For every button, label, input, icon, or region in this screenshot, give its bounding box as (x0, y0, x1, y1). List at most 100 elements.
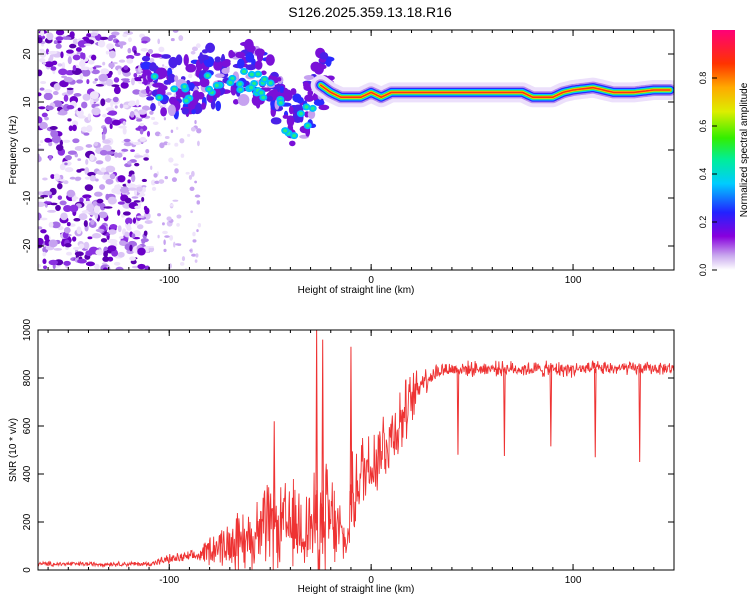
noise-blob (114, 105, 118, 109)
noise-blob (53, 83, 60, 89)
noise-blob (60, 51, 64, 59)
noise-blob (53, 90, 59, 96)
signal-blob (145, 86, 150, 94)
signal-blob (254, 60, 263, 70)
noise-blob (93, 205, 100, 214)
spectrogram-x-tick-label: 100 (565, 275, 582, 286)
signal-blob (289, 140, 296, 147)
signal-peak-core (207, 87, 212, 91)
signal-peak-core (256, 72, 261, 76)
noise-blob (45, 48, 50, 55)
signal-blob (167, 104, 176, 117)
noise-blob (74, 146, 84, 151)
noise-blob (102, 113, 107, 118)
noise-blob (176, 214, 182, 219)
noise-blob (78, 243, 85, 250)
noise-blob (162, 230, 168, 235)
signal-blob (185, 63, 197, 73)
noise-blob (84, 176, 91, 180)
noise-blob (127, 160, 132, 165)
noise-blob (83, 210, 89, 214)
noise-blob (90, 219, 95, 225)
noise-blob (105, 98, 112, 103)
noise-blob (41, 112, 48, 118)
noise-blob (169, 203, 174, 207)
noise-blob (100, 98, 106, 107)
signal-peak-core (182, 84, 187, 89)
signal-peak-core (259, 91, 264, 95)
noise-blob (137, 247, 146, 256)
noise-blob (164, 136, 170, 139)
noise-blob (99, 184, 106, 190)
noise-blob (101, 36, 109, 40)
noise-blob (57, 195, 63, 200)
noise-blob (117, 41, 127, 46)
signal-blob (265, 95, 274, 102)
noise-blob (128, 37, 132, 43)
snr-peak (321, 339, 324, 520)
noise-blob (185, 171, 190, 175)
noise-blob (136, 118, 143, 122)
signal-peak-core (261, 95, 266, 100)
noise-blob (131, 233, 136, 239)
noise-blob (79, 73, 84, 80)
noise-blob (115, 266, 124, 270)
signal-blob (313, 62, 325, 75)
signal-blob (213, 59, 223, 71)
noise-blob (117, 209, 121, 216)
snr-dip (456, 369, 460, 455)
noise-blob (44, 89, 53, 94)
noise-blob (188, 73, 193, 79)
noise-blob (194, 120, 197, 125)
noise-blob (48, 239, 58, 248)
noise-blob (134, 162, 140, 167)
noise-blob (141, 40, 148, 44)
noise-blob (96, 198, 104, 204)
signal-peak-core (305, 123, 310, 128)
noise-blob (46, 139, 54, 143)
noise-blob (76, 109, 84, 117)
noise-blob (42, 62, 47, 65)
noise-blob (149, 110, 154, 115)
noise-blob (53, 40, 58, 45)
noise-blob (164, 235, 170, 238)
signal-blob (197, 54, 210, 61)
snr-x-label: Height of straight line (km) (298, 584, 415, 595)
noise-blob (175, 126, 179, 130)
noise-blob (174, 142, 179, 147)
noise-blob (40, 30, 45, 37)
noise-blob (44, 116, 49, 121)
noise-blob (154, 180, 160, 184)
noise-blob (173, 241, 176, 248)
noise-blob (141, 196, 145, 202)
noise-blob (148, 245, 154, 248)
noise-blob (107, 196, 117, 205)
noise-blob (123, 138, 131, 143)
noise-blob (122, 33, 128, 38)
noise-blob (121, 213, 125, 218)
noise-blob (64, 162, 68, 166)
noise-blob (141, 178, 147, 183)
noise-blob (89, 98, 94, 106)
snr-x-tick-label: -100 (159, 575, 179, 586)
noise-blob (104, 116, 113, 125)
noise-blob (123, 142, 132, 147)
noise-blob (168, 157, 174, 163)
noise-blob (111, 119, 122, 126)
noise-blob (105, 50, 110, 55)
signal-blob (304, 96, 312, 102)
signal-blob (174, 75, 179, 82)
signal-blob (270, 117, 282, 125)
noise-blob (131, 77, 135, 86)
noise-blob (93, 141, 99, 147)
noise-blob (150, 179, 156, 186)
spectrogram-x-tick-label: 0 (368, 275, 374, 286)
signal-blob (201, 102, 206, 110)
noise-blob (190, 126, 196, 132)
noise-blob (69, 176, 76, 180)
noise-blob (95, 228, 105, 233)
noise-blob (97, 40, 106, 48)
signal-blob (286, 115, 295, 127)
signal-blob (282, 114, 289, 119)
